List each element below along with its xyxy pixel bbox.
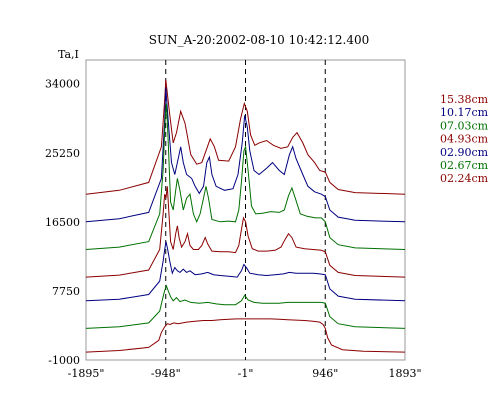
legend-entry-2: 07.03cm bbox=[440, 119, 489, 132]
legend-entry-6: 02.24cm bbox=[440, 172, 489, 185]
y-tick-label-3: 7750 bbox=[52, 285, 80, 298]
series-lines bbox=[85, 79, 406, 353]
series-line-04.93cm bbox=[85, 186, 406, 278]
legend-entry-5: 02.67cm bbox=[440, 159, 489, 172]
y-tick-labels: 34000 25250 16500 7750 -1000 bbox=[45, 78, 80, 367]
y-tick-label-1: 25250 bbox=[45, 147, 80, 160]
legend-entry-0: 15.38cm bbox=[440, 93, 489, 106]
series-line-07.03cm bbox=[85, 103, 406, 250]
legend-entry-3: 04.93cm bbox=[440, 133, 489, 146]
x-tick-label-0: -1895" bbox=[68, 367, 105, 380]
x-tick-label-3: 946" bbox=[312, 367, 338, 380]
x-tick-label-4: 1893" bbox=[388, 367, 421, 380]
y-tick-label-2: 16500 bbox=[45, 216, 80, 229]
reference-lines bbox=[165, 60, 326, 360]
legend-entry-4: 02.90cm bbox=[440, 146, 489, 159]
x-tick-label-1: -948" bbox=[151, 367, 181, 380]
x-tick-label-2: -1" bbox=[238, 367, 254, 380]
legend: 15.38cm10.17cm07.03cm04.93cm02.90cm02.67… bbox=[440, 93, 489, 185]
legend-entry-1: 10.17cm bbox=[440, 106, 489, 119]
y-tick-label-4: -1000 bbox=[48, 354, 80, 367]
series-line-10.17cm bbox=[85, 87, 406, 223]
y-axis-label: Ta,I bbox=[58, 48, 79, 61]
series-line-02.24cm bbox=[85, 318, 406, 353]
chart-title: SUN_A-20:2002-08-10 10:42:12.400 bbox=[149, 33, 369, 47]
series-line-02.90cm bbox=[85, 241, 406, 302]
series-line-15.38cm bbox=[85, 79, 406, 195]
series-line-02.67cm bbox=[85, 284, 406, 329]
y-tick-label-0: 34000 bbox=[45, 78, 80, 91]
x-tick-labels: -1895" -948" -1" 946" 1893" bbox=[68, 367, 422, 380]
